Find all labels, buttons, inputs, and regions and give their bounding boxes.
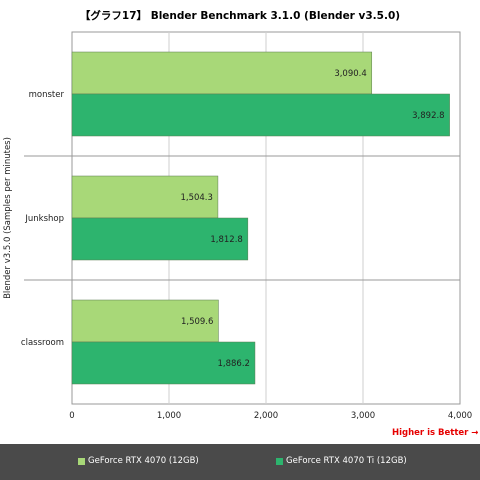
chart-title: 【グラフ17】 Blender Benchmark 3.1.0 (Blender… [79, 10, 401, 22]
legend-swatch-rtx4070 [78, 457, 85, 465]
bar [71, 217, 249, 261]
bar [71, 341, 256, 385]
data-label: 1,504.3 [180, 193, 212, 203]
data-label: 3,090.4 [334, 69, 366, 79]
legend: GeForce RTX 4070 (12GB) GeForce RTX 4070… [0, 444, 480, 480]
data-label: 1,509.6 [181, 317, 213, 327]
category-label: Junkshop [24, 214, 64, 224]
bar [71, 51, 373, 95]
legend-label-rtx4070ti: GeForce RTX 4070 Ti (12GB) [286, 456, 407, 466]
legend-item-rtx4070: GeForce RTX 4070 (12GB) [78, 456, 199, 466]
x-tick-label: 3,000 [351, 411, 375, 421]
y-axis-label: Blender v3.5.0 (Samples per minutes) [3, 137, 13, 299]
bar [71, 93, 450, 137]
legend-label-rtx4070: GeForce RTX 4070 (12GB) [88, 456, 199, 466]
x-tick-label: 2,000 [254, 411, 278, 421]
legend-item-rtx4070ti: GeForce RTX 4070 Ti (12GB) [276, 456, 407, 466]
bar-chart: monster Junkshop classroom 3,090.4 3,892.8 1,… [3, 31, 472, 421]
category-label: classroom [21, 338, 64, 348]
data-label: 1,812.8 [210, 235, 242, 245]
bar [71, 299, 219, 343]
x-tick-label: 1,000 [157, 411, 181, 421]
legend-swatch-rtx4070ti [276, 457, 283, 465]
data-label: 1,886.2 [218, 359, 250, 369]
x-tick-label: 4,000 [448, 411, 472, 421]
data-label: 3,892.8 [412, 111, 444, 121]
bar [71, 175, 219, 219]
higher-is-better-note: Higher is Better → [392, 428, 479, 438]
category-label: monster [29, 90, 65, 100]
x-tick-label: 0 [69, 411, 74, 421]
